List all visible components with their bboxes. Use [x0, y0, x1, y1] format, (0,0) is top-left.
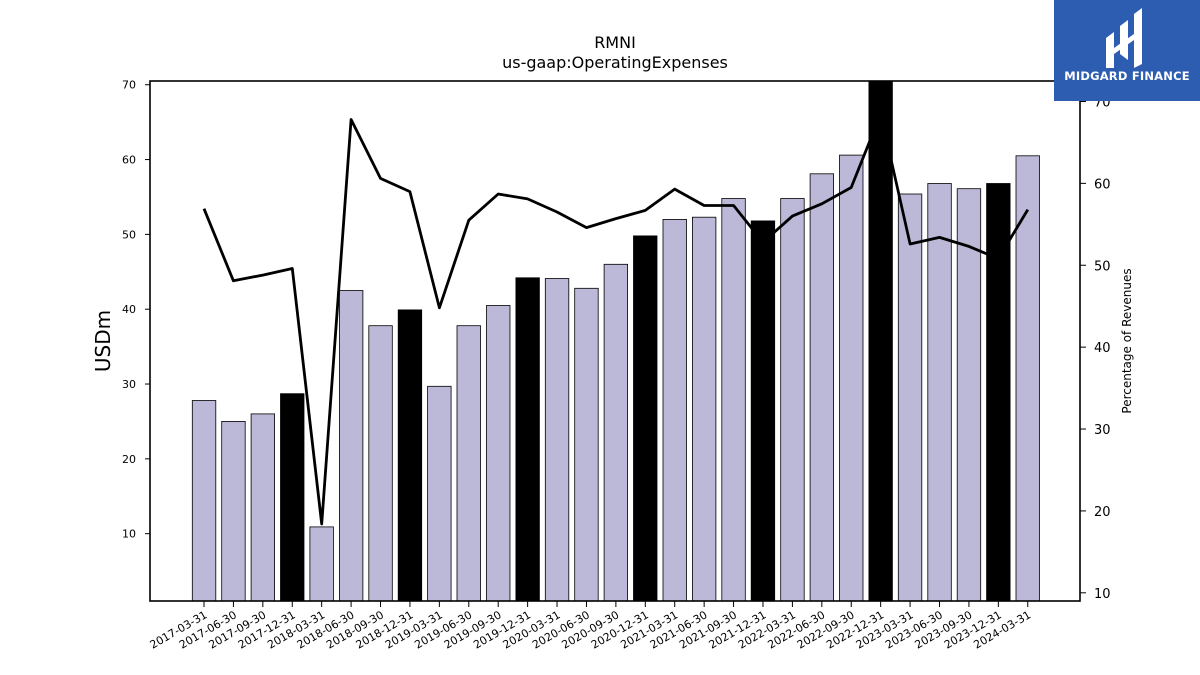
y2-axis-label: Percentage of Revenues [1120, 268, 1134, 413]
bar-2017-09-30 [250, 413, 276, 602]
x-axis: 2017-03-312017-06-302017-09-302017-12-31… [148, 601, 1033, 652]
midgard-finance-logo: MIDGARD FINANCE [1054, 0, 1200, 101]
logo-mark-icon [1106, 8, 1142, 68]
bar-2021-03-31 [662, 218, 687, 602]
bar-2021-12-31 [750, 220, 776, 602]
bar-2019-06-30 [456, 325, 481, 602]
bar-2022-09-30 [839, 154, 864, 602]
y-tick-label: 60 [122, 154, 136, 167]
line-layer [202, 112, 1030, 526]
bar-2017-12-31 [280, 393, 305, 602]
y2-tick-label: 30 [1094, 423, 1111, 438]
bar-2018-03-31 [309, 526, 334, 602]
percentage-line [202, 112, 1030, 526]
logo-text: MIDGARD FINANCE [1064, 69, 1190, 83]
y-tick-label: 70 [122, 79, 136, 92]
bar-2017-06-30 [221, 420, 246, 602]
bars [191, 80, 1040, 602]
bar-2023-03-31 [897, 193, 923, 602]
bar-2020-06-30 [574, 287, 599, 602]
bar-2022-03-31 [780, 198, 805, 602]
chart-title: RMNI [594, 33, 636, 52]
bar-2017-03-31 [191, 400, 217, 602]
bar-2020-03-31 [544, 278, 570, 602]
y2-tick-label: 10 [1094, 587, 1111, 602]
y2-tick-label: 50 [1094, 259, 1111, 274]
bar-2021-06-30 [692, 216, 717, 602]
y-tick-label: 30 [122, 378, 136, 391]
bar-2019-12-31 [515, 277, 540, 602]
bar-2023-06-30 [927, 183, 952, 602]
plot-frame [149, 80, 1081, 602]
bar-2020-09-30 [603, 263, 628, 602]
bar-2022-12-31 [868, 80, 893, 602]
y-tick-label: 10 [122, 528, 136, 541]
y-tick-label: 40 [122, 303, 136, 316]
y-axis-label: USDm [91, 310, 115, 372]
bar-2022-06-30 [809, 173, 834, 602]
bar-2019-09-30 [486, 305, 511, 602]
bar-2019-03-31 [427, 385, 452, 602]
bar-2020-12-31 [633, 235, 658, 602]
y2-tick-label: 40 [1094, 341, 1111, 356]
bar-2018-12-31 [397, 309, 423, 602]
bar-2021-09-30 [721, 198, 746, 602]
y-tick-label: 50 [122, 228, 136, 241]
bar-2018-09-30 [368, 325, 393, 602]
y2-tick-label: 20 [1094, 505, 1111, 520]
bar-2018-06-30 [338, 290, 364, 602]
y-axis: 10 20 30 40 50 60 70 [122, 79, 150, 541]
chart-subtitle: us-gaap:OperatingExpenses [502, 53, 728, 72]
y2-tick-label: 60 [1094, 177, 1111, 192]
y-tick-label: 20 [122, 453, 136, 466]
